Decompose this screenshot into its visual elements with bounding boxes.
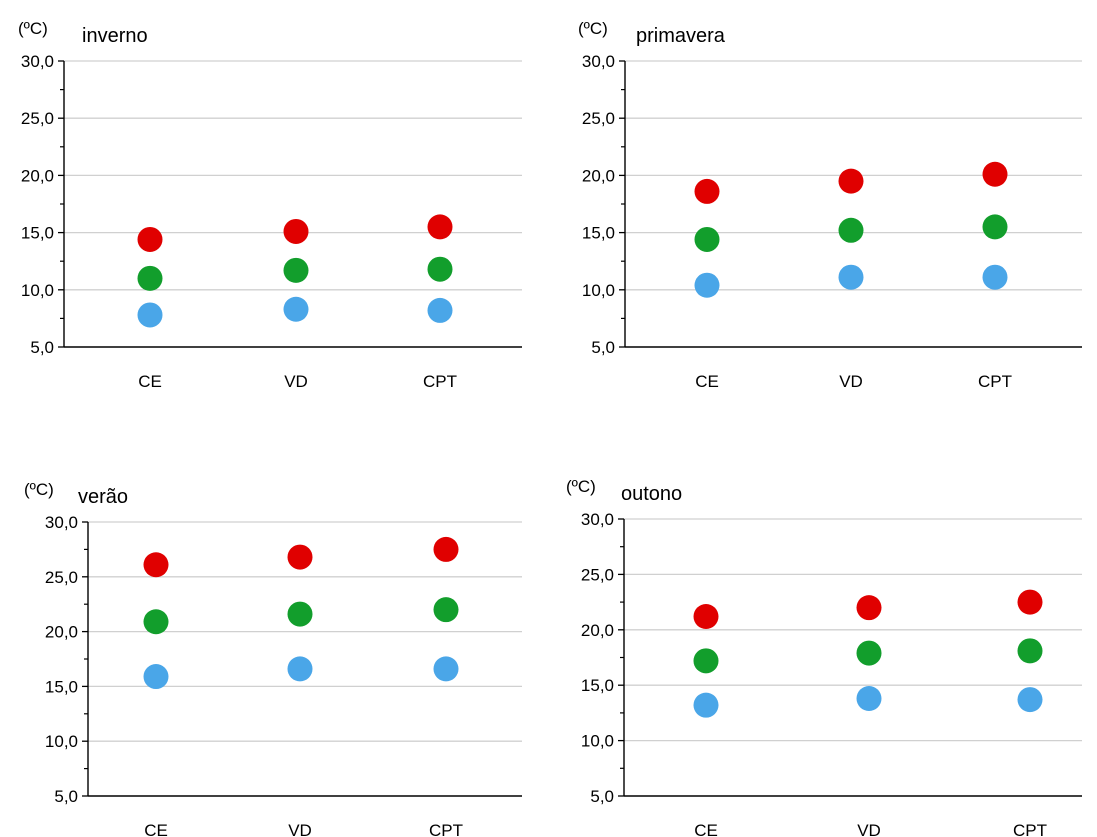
data-point [694,226,720,252]
unit-label: (ºC) [578,19,608,38]
x-category-label: CE [144,821,168,837]
x-category-label: CPT [978,372,1012,391]
data-point [1017,589,1043,615]
data-point [694,272,720,298]
unit-label: (ºC) [18,19,48,38]
data-point [433,656,459,682]
y-tick-label: 30,0 [581,510,614,529]
y-tick-label: 25,0 [581,565,614,584]
data-point [143,552,169,578]
unit-label: (ºC) [24,480,54,499]
data-point [287,544,313,570]
y-tick-label: 20,0 [581,621,614,640]
data-point [694,178,720,204]
data-point [287,656,313,682]
data-point [838,217,864,243]
data-point [856,595,882,621]
data-point [433,536,459,562]
data-point [1017,638,1043,664]
data-point [143,664,169,690]
y-tick-label: 15,0 [21,224,54,243]
data-point [427,297,453,323]
data-point [838,168,864,194]
y-tick-label: 5,0 [590,787,614,806]
y-tick-label: 20,0 [21,166,54,185]
data-point [427,256,453,282]
data-point [693,648,719,674]
x-category-label: CE [694,821,718,837]
y-tick-label: 5,0 [591,338,615,357]
x-category-label: VD [284,372,308,391]
data-point [143,609,169,635]
data-point [838,264,864,290]
chart-1: 5,0 10,0 15,0 20,0 25,0 30,0 CE VD CPT (ºC) primav… [578,19,1082,391]
chart-2: 5,0 10,0 15,0 20,0 25,0 30,0 CE VD CPT (ºC) verão [24,480,522,837]
data-point [433,597,459,623]
x-category-label: VD [857,821,881,837]
data-point [982,264,1008,290]
data-point [1017,687,1043,713]
chart-title: inverno [82,25,148,47]
data-point [283,257,309,283]
data-point [693,692,719,718]
data-point [856,685,882,711]
chart-0: 5,0 10,0 15,0 20,0 25,0 30,0 CE VD CPT (ºC) invern… [18,19,522,391]
x-category-label: CPT [423,372,457,391]
x-category-label: CPT [429,821,463,837]
chart-title: verão [78,486,128,508]
y-tick-label: 10,0 [45,732,78,751]
y-tick-label: 15,0 [45,677,78,696]
chart-3: 5,0 10,0 15,0 20,0 25,0 30,0 CE VD CPT (ºC) outono [566,477,1082,837]
y-tick-label: 15,0 [582,224,615,243]
data-point [287,601,313,627]
data-point [137,226,163,252]
y-tick-label: 10,0 [582,281,615,300]
unit-label: (ºC) [566,477,596,496]
data-point [856,640,882,666]
y-tick-label: 25,0 [21,109,54,128]
x-category-label: CPT [1013,821,1047,837]
x-category-label: CE [695,372,719,391]
data-point [137,302,163,328]
y-tick-label: 10,0 [581,732,614,751]
data-point [137,265,163,291]
y-tick-label: 30,0 [582,52,615,71]
x-category-label: VD [288,821,312,837]
chart-title: primavera [636,25,726,47]
y-tick-label: 30,0 [21,52,54,71]
data-point [283,296,309,322]
data-point [427,214,453,240]
y-tick-label: 10,0 [21,281,54,300]
y-tick-label: 5,0 [30,338,54,357]
y-tick-label: 25,0 [582,109,615,128]
y-tick-label: 5,0 [54,787,78,806]
x-category-label: VD [839,372,863,391]
y-tick-label: 25,0 [45,568,78,587]
y-tick-label: 20,0 [582,166,615,185]
y-tick-label: 30,0 [45,513,78,532]
x-category-label: CE [138,372,162,391]
data-point [693,604,719,630]
data-point [982,161,1008,187]
chart-title: outono [621,483,682,505]
data-point [283,218,309,244]
y-tick-label: 20,0 [45,623,78,642]
y-tick-label: 15,0 [581,676,614,695]
data-point [982,214,1008,240]
